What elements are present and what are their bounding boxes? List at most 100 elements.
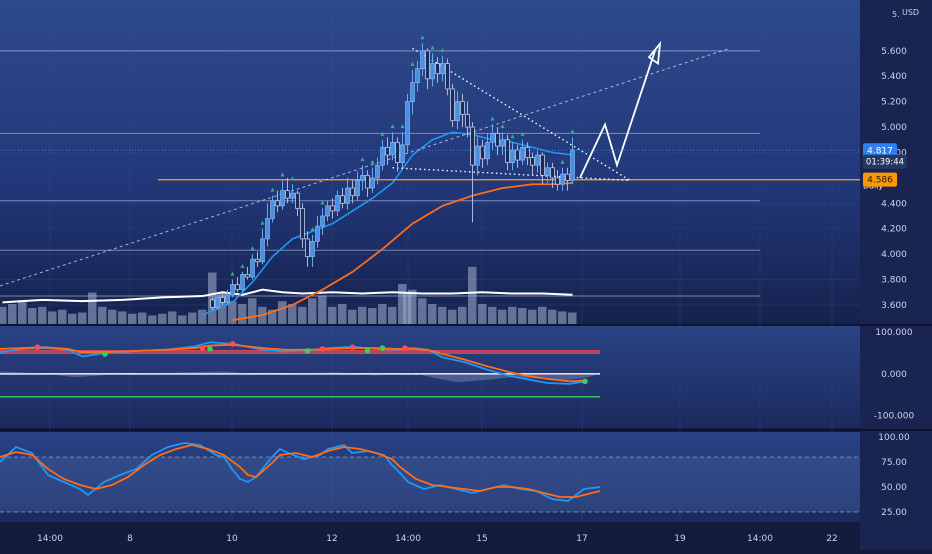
candle-body-61 — [515, 149, 520, 161]
candle-body-56 — [490, 133, 495, 143]
osc-tick-label-2: -100.000 — [874, 412, 915, 422]
candle-body-17 — [295, 192, 300, 209]
time-tick-label-2: 10 — [226, 534, 238, 544]
candle-body-51 — [465, 113, 470, 128]
signal-marker-12 — [270, 187, 275, 192]
volume-bar-5 — [48, 311, 57, 324]
candle-body-45 — [435, 63, 440, 75]
candle-body-37 — [395, 141, 400, 164]
candle-body-46 — [440, 63, 445, 75]
osc-tick-label-0: 100.000 — [875, 328, 912, 338]
wedge-lower-line — [392, 167, 631, 182]
volume-bar-1 — [8, 303, 17, 324]
osc-red-dot-0 — [34, 344, 41, 351]
osc-green-dot-0 — [102, 351, 108, 357]
candle-body-5 — [235, 284, 240, 291]
volume-bar-53 — [518, 307, 527, 324]
candle-body-0 — [210, 299, 215, 308]
candle-body-19 — [305, 238, 310, 258]
candle-body-34 — [380, 146, 385, 166]
signal-marker-16 — [290, 176, 295, 181]
time-tick-label-1: 8 — [127, 534, 133, 544]
candle-body-43 — [425, 50, 430, 80]
volume-bar-50 — [488, 306, 497, 324]
volume-bar-29 — [288, 303, 297, 324]
volume-bar-42 — [408, 289, 417, 324]
volume-bar-0 — [0, 306, 7, 324]
candle-body-1 — [215, 296, 220, 308]
candle-body-58 — [500, 139, 505, 147]
price-tick-label-1: 5.400 — [881, 72, 907, 82]
time-tick-label-4: 14:00 — [395, 534, 421, 544]
signal-marker-20 — [310, 227, 315, 232]
candle-body-66 — [540, 154, 545, 176]
candle-body-20 — [310, 241, 315, 258]
candle-body-27 — [345, 187, 350, 204]
price-tick-label-0: 5.600 — [881, 47, 907, 57]
candle-body-60 — [510, 149, 515, 164]
osc-red-dot-4 — [349, 344, 356, 351]
volume-bar-9 — [88, 292, 97, 324]
volume-bar-22 — [218, 292, 227, 324]
price-tick-label-9: 3.600 — [881, 301, 907, 311]
candle-body-33 — [375, 164, 380, 179]
volume-bar-51 — [498, 309, 507, 324]
main-pane-bg — [0, 0, 860, 324]
osc-series-line-1 — [0, 343, 586, 383]
candle-body-62 — [520, 146, 525, 161]
wedge-upper-line — [412, 47, 631, 182]
osc-red-dot-5 — [402, 345, 408, 351]
price-tick-label-6: 4.200 — [881, 225, 907, 235]
candle-body-65 — [535, 154, 540, 166]
current-price-tag — [863, 143, 897, 158]
currency-label: USD — [902, 8, 919, 17]
volume-bar-33 — [328, 306, 337, 324]
volume-bar-6 — [58, 309, 67, 324]
volume-bar-25 — [248, 298, 257, 324]
stochastic-pane-bg — [0, 432, 860, 522]
volume-bar-47 — [458, 306, 467, 324]
candle-body-25 — [335, 195, 340, 212]
volume-bar-10 — [98, 306, 107, 324]
volume-bar-20 — [198, 309, 207, 324]
candle-body-4 — [230, 284, 235, 296]
osc-red-dot-2 — [229, 341, 236, 347]
signal-marker-14 — [280, 172, 285, 177]
candle-body-12 — [270, 200, 275, 219]
signal-marker-56 — [490, 116, 495, 121]
volume-bar-12 — [118, 311, 127, 324]
countdown-tag — [863, 154, 907, 169]
volume-bar-58 — [568, 312, 577, 324]
price-tick-label-5: 4.400 — [881, 199, 907, 209]
volume-bar-18 — [178, 315, 187, 324]
signal-marker-40 — [410, 61, 415, 66]
volume-bar-11 — [108, 309, 117, 324]
volume-bar-36 — [358, 306, 367, 324]
volume-bar-32 — [318, 295, 327, 324]
signal-marker-44 — [430, 45, 435, 50]
price-tick-label-7: 4.000 — [881, 250, 907, 260]
time-axis-bg — [0, 522, 860, 550]
volume-bar-8 — [78, 312, 87, 324]
price-tick-label-3: 5.000 — [881, 123, 907, 133]
candle-body-72 — [570, 149, 575, 181]
time-tick-label-6: 17 — [576, 534, 587, 544]
candle-body-30 — [360, 174, 365, 181]
candle-body-41 — [415, 68, 420, 83]
candle-body-63 — [525, 146, 530, 158]
candle-body-38 — [400, 144, 405, 164]
candle-body-26 — [340, 195, 345, 204]
stoch-series-line-1 — [0, 444, 601, 498]
candle-body-2 — [220, 296, 225, 303]
signal-marker-4 — [230, 271, 235, 276]
candle-body-9 — [255, 258, 260, 263]
signal-marker-46 — [440, 47, 445, 52]
volume-bar-13 — [128, 313, 137, 324]
candle-body-15 — [285, 190, 290, 199]
candle-body-10 — [260, 238, 265, 263]
signal-marker-42 — [420, 35, 425, 40]
volume-bar-19 — [188, 312, 197, 324]
projection-arrow-path — [579, 50, 656, 179]
candle-body-14 — [280, 190, 285, 207]
